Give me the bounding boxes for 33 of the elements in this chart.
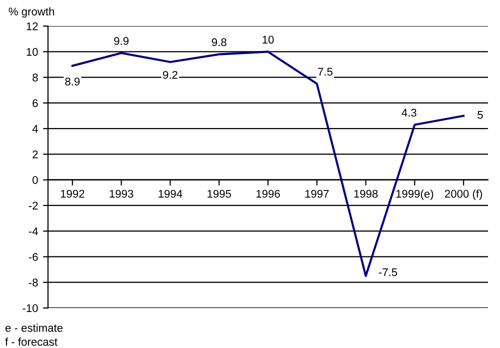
data-label: 5 [478, 111, 483, 119]
y-tick-label: 4 [32, 124, 38, 133]
y-tick-label: -8 [28, 278, 38, 286]
y-tick-label: 2 [32, 150, 38, 158]
y-tick-label: 10 [26, 48, 38, 56]
data-label: 4.3 [402, 108, 416, 117]
text: f - forecast [5, 338, 58, 346]
x-tick-label: 1995 [208, 190, 232, 198]
x-tick-label: 1992 [60, 190, 84, 198]
y-tick-label: 8 [32, 74, 38, 82]
y-axis-title: % growth [8, 7, 54, 18]
data-label: 10 [262, 36, 274, 44]
y-tick-label: 6 [32, 99, 38, 108]
x-tick-label: 1994 [158, 190, 182, 198]
x-tick-label: 1998 [354, 190, 378, 198]
y-tick-label: -2 [28, 202, 38, 210]
data-label: 9.2 [163, 70, 178, 79]
text: e - estimate [5, 324, 63, 332]
y-tick-label: 0 [32, 176, 38, 184]
data-label: 9.8 [212, 38, 226, 46]
y-tick-label: -6 [28, 252, 38, 261]
y-tick-label: -4 [28, 227, 38, 236]
data-label: 9.9 [114, 37, 129, 45]
data-label: 8.9 [65, 78, 80, 86]
x-tick-label: 1996 [256, 190, 280, 198]
data-label: -7.5 [378, 268, 398, 276]
x-tick-label: 2000 (f) [444, 190, 482, 200]
x-tick-label: 1999(e) [396, 190, 434, 200]
y-tick-label: -10 [22, 304, 38, 312]
x-tick-label: 1993 [110, 190, 134, 198]
data-label: 7.5 [318, 68, 332, 76]
x-tick-label: 1997 [305, 190, 329, 198]
y-tick-label: 12 [26, 22, 38, 30]
